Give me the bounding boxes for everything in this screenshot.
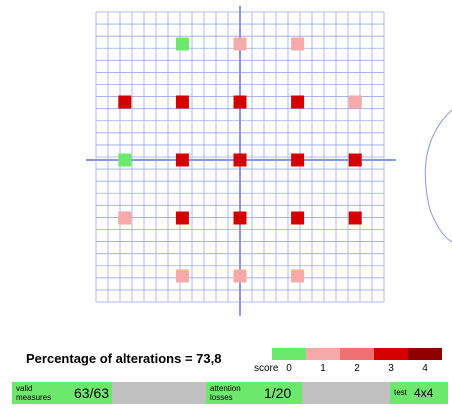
test-point-score-3 [291, 153, 305, 167]
legend-value-2: 2 [354, 363, 360, 374]
test-value: 4x4 [414, 386, 434, 400]
test-label: test [394, 388, 407, 397]
test-point-score-1 [233, 37, 247, 51]
test-point-score-3 [348, 211, 362, 225]
test-point-score-1 [118, 211, 132, 225]
test-point-score-3 [175, 153, 189, 167]
legend-value-3: 3 [388, 363, 394, 374]
test-point-score-3 [118, 95, 132, 109]
test-point-score-1 [233, 269, 247, 283]
attention-losses-label: attention losses [210, 384, 241, 402]
blind-spot-arc [424, 109, 452, 243]
test-point-score-1 [348, 95, 362, 109]
status-bar: valid measures 63/63 attention losses 1/… [12, 382, 448, 404]
test-point-score-0 [175, 37, 189, 51]
test-point-score-3 [233, 153, 247, 167]
valid-measures-panel: valid measures 63/63 [12, 382, 112, 404]
legend-title: score [254, 363, 279, 374]
test-point-score-3 [233, 211, 247, 225]
legend-swatch-0 [272, 348, 306, 360]
valid-measures-label: valid measures [16, 384, 52, 402]
test-points [118, 37, 362, 283]
test-point-score-3 [233, 95, 247, 109]
test-point-score-3 [348, 153, 362, 167]
test-point-score-3 [175, 95, 189, 109]
test-point-score-0 [118, 153, 132, 167]
test-point-score-3 [291, 95, 305, 109]
test-point-score-3 [175, 211, 189, 225]
legend-swatch-2 [340, 348, 374, 360]
legend-swatch-1 [306, 348, 340, 360]
attention-losses-panel: attention losses 1/20 [206, 382, 302, 404]
legend-swatch-3 [374, 348, 408, 360]
valid-measures-value: 63/63 [74, 385, 110, 401]
test-panel: test 4x4 [390, 382, 448, 404]
legend-value-0: 0 [286, 363, 292, 374]
visual-field-chart [86, 6, 452, 316]
legend-swatch-4 [408, 348, 442, 360]
test-point-score-1 [291, 37, 305, 51]
legend-value-4: 4 [422, 363, 428, 374]
percentage-of-alterations: Percentage of alterations = 73,8 [26, 351, 222, 366]
test-point-score-1 [291, 269, 305, 283]
test-point-score-1 [175, 269, 189, 283]
test-point-score-3 [291, 211, 305, 225]
legend-value-1: 1 [320, 363, 326, 374]
attention-losses-value: 1/20 [264, 385, 292, 401]
